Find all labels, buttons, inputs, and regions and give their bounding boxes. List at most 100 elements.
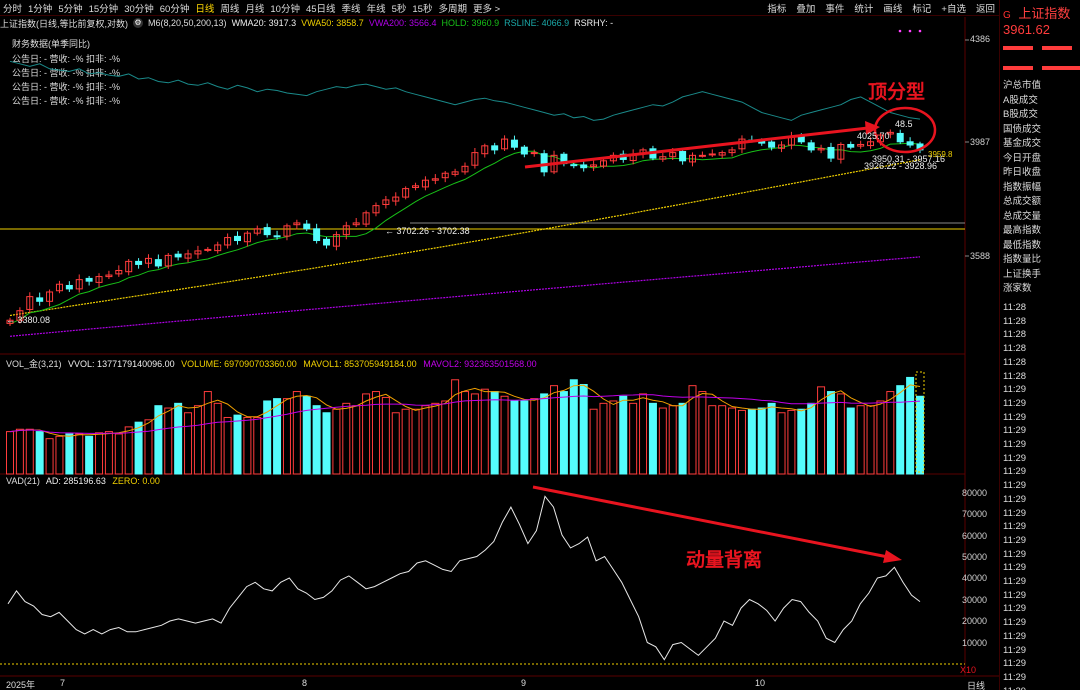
sidebar-item[interactable]: B股成交 <box>1003 109 1038 120</box>
period-tab[interactable]: 多周期 <box>438 3 467 15</box>
candle-body <box>461 165 469 173</box>
candle-body <box>125 260 133 273</box>
candle-body <box>817 148 825 151</box>
x-axis-year: 2025年 <box>6 680 36 690</box>
sidebar-item[interactable]: 涨家数 <box>1003 283 1032 294</box>
sidebar-item[interactable]: 最高指数 <box>1003 225 1042 236</box>
period-tab[interactable]: 季线 <box>341 3 361 15</box>
volume-bar <box>273 398 282 475</box>
volume-bar <box>688 385 697 475</box>
sidebar-item[interactable]: 总成交额 <box>1003 196 1042 207</box>
period-tab[interactable]: 10分钟 <box>270 3 300 15</box>
time-entry: 11:29 <box>1000 686 1080 690</box>
volume-bar <box>846 407 855 475</box>
sidebar-item[interactable]: 昨日收盘 <box>1003 167 1042 178</box>
volume-bar <box>836 393 845 475</box>
period-tab[interactable]: 日线 <box>195 3 215 15</box>
sidebar-item[interactable]: 沪总市值 <box>1003 80 1042 91</box>
volume-bar <box>154 405 163 475</box>
ma-label[interactable]: M6(8,20,50,200,13) <box>148 18 227 28</box>
candle-body <box>857 143 865 147</box>
period-tab[interactable]: 5分钟 <box>58 3 83 15</box>
volume-bar <box>124 426 133 475</box>
volume-bar <box>906 376 915 475</box>
tool-menu-item[interactable]: +自选 <box>941 4 966 15</box>
mavol2-value: MAVOL2: 932363501568.00 <box>423 359 537 369</box>
volume-bar <box>747 408 756 475</box>
volume-info-bar: VOL_金(3,21) VVOL: 1377179140096.00 VOLUM… <box>6 357 537 370</box>
sidebar-item[interactable]: 上证换手 <box>1003 268 1042 280</box>
progress-bar <box>1042 46 1072 50</box>
volume-bar <box>639 393 648 475</box>
tool-menu-item[interactable]: 指标 <box>767 4 787 15</box>
candle-body <box>144 257 152 264</box>
candle-body <box>510 139 518 148</box>
volume-bar <box>826 391 835 475</box>
price-axis-tick: 3987 <box>970 137 991 147</box>
sidebar-item[interactable]: 指数量比 <box>1003 254 1042 265</box>
candle-body <box>214 244 222 252</box>
vad-label[interactable]: VAD(21) <box>6 476 40 486</box>
g-icon[interactable]: G <box>1003 10 1011 21</box>
tool-menu-item[interactable]: 叠加 <box>796 4 816 15</box>
tool-menu-item[interactable]: 画线 <box>883 4 903 15</box>
volume-label[interactable]: VOL_金(3,21) <box>6 359 62 369</box>
volume-bar <box>916 395 924 475</box>
settings-icon[interactable]: ⚙ <box>133 18 143 28</box>
period-tab[interactable]: 45日线 <box>305 3 336 15</box>
period-tab[interactable]: 周线 <box>220 3 240 15</box>
x-axis-month: 10 <box>755 678 766 688</box>
period-tabs: 分时 1分钟 5分钟 15分钟 30分钟 60分钟 日线 周线 月线 10分钟 45日线 季线 年线 5秒… <box>0 1 503 15</box>
hold-value: HOLD: 3960.9 <box>441 18 500 28</box>
index-price: 3961.62 <box>1003 22 1050 37</box>
volume-bar <box>530 398 539 475</box>
candle-body <box>174 253 182 258</box>
period-tab[interactable]: 30分钟 <box>124 3 154 15</box>
period-tab[interactable]: 15分钟 <box>88 3 119 15</box>
progress-bar <box>1042 66 1080 70</box>
sidebar-item[interactable]: 基金成交 <box>1003 138 1042 149</box>
sidebar-item[interactable]: 国债成交 <box>1003 123 1042 135</box>
volume-bar <box>25 428 34 475</box>
chart-title[interactable]: 上证指数(日线,等比前复权,对数) <box>0 18 128 29</box>
period-tab[interactable]: 60分钟 <box>159 3 190 15</box>
tool-menu-item[interactable]: 标记 <box>912 4 932 15</box>
volume-bar <box>757 407 766 475</box>
candle-body <box>590 164 598 168</box>
sidebar-item[interactable]: 最低指数 <box>1003 239 1042 251</box>
volume-bar <box>490 391 499 475</box>
tool-menu-item[interactable]: 返回 <box>975 4 995 15</box>
sidebar-item[interactable]: 指数振幅 <box>1003 181 1042 193</box>
candle-body <box>570 164 578 167</box>
marker-dot <box>908 29 912 33</box>
candle-body <box>16 310 24 321</box>
volume-bar <box>718 405 727 475</box>
period-tab[interactable]: 更多 > <box>472 3 501 15</box>
period-tab[interactable]: 年线 <box>366 3 386 15</box>
period-tab[interactable]: 15秒 <box>412 3 433 15</box>
candle-body <box>164 254 172 267</box>
volume-bar <box>134 421 143 475</box>
tool-menu-item[interactable]: 统计 <box>854 4 874 15</box>
chart-canvas[interactable] <box>0 0 1000 690</box>
x-axis-period-label[interactable]: 日线 <box>967 681 986 690</box>
tool-menu-item[interactable]: 事件 <box>825 4 845 15</box>
candle-body <box>837 143 845 160</box>
period-tab[interactable]: 1分钟 <box>28 3 53 15</box>
period-tab[interactable]: 分时 <box>3 3 23 15</box>
volume-bar <box>114 433 123 475</box>
sidebar-item[interactable]: 今日开盘 <box>1003 152 1042 164</box>
volume-bar <box>342 402 351 475</box>
vad-info-bar: VAD(21) AD: 285196.63 ZERO: 0.00 <box>6 476 160 486</box>
time-entry: 11:29 <box>1003 603 1027 615</box>
period-tab[interactable]: 月线 <box>245 3 265 15</box>
candle-body <box>273 235 281 238</box>
sidebar-item[interactable]: 总成交量 <box>1003 210 1042 222</box>
candle-body <box>530 152 538 155</box>
volume-bar <box>866 405 875 475</box>
period-toolbar: 分时 1分钟 5分钟 15分钟 30分钟 60分钟 日线 周线 月线 10分钟 45日线 季线 年线 5秒… <box>0 0 1000 16</box>
volume-bar <box>520 400 529 475</box>
period-tab[interactable]: 5秒 <box>391 3 407 15</box>
sidebar-item[interactable]: A股成交 <box>1003 94 1038 106</box>
time-entry: 11:29 <box>1003 384 1027 396</box>
